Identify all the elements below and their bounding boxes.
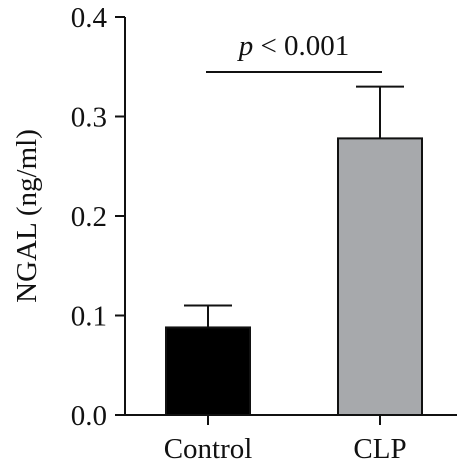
p-symbol: p (237, 30, 254, 62)
significance-label: p < 0.001 (237, 30, 350, 62)
bars (165, 137, 423, 416)
y-axis-title: NGAL (ng/ml) (11, 129, 43, 303)
y-axis: 0.0 0.1 0.2 0.3 0.4 (71, 2, 126, 432)
x-tick-label: Control (164, 433, 253, 465)
x-tick-label: CLP (353, 433, 406, 465)
bar-control (165, 326, 251, 416)
bar-clp (337, 137, 423, 416)
y-tick-label: 0.0 (71, 400, 107, 432)
y-tick-label: 0.3 (71, 102, 107, 134)
y-tick-label: 0.1 (71, 301, 107, 333)
significance-annotation: p < 0.001 (206, 30, 382, 73)
y-tick-label: 0.4 (71, 2, 108, 34)
p-value-text: < 0.001 (253, 30, 349, 62)
x-axis: Control CLP (125, 414, 457, 465)
error-bars (184, 85, 404, 328)
y-tick-label: 0.2 (71, 201, 107, 233)
